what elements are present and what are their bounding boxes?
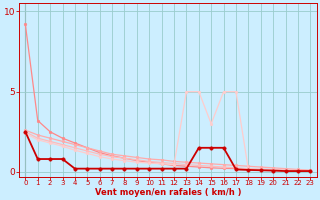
X-axis label: Vent moyen/en rafales ( km/h ): Vent moyen/en rafales ( km/h )	[95, 188, 241, 197]
